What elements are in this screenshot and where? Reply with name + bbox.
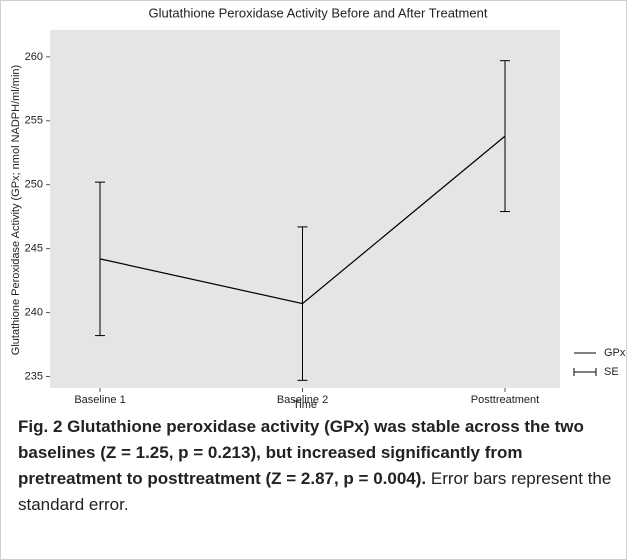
y-tick-label: 240 — [25, 306, 43, 318]
y-tick-label: 260 — [25, 51, 43, 63]
y-tick-label: 250 — [25, 179, 43, 191]
legend-label: GPx — [604, 347, 626, 359]
y-tick-label: 235 — [25, 370, 43, 382]
y-tick-label: 255 — [25, 115, 43, 127]
caption-bold: Fig. 2 Glutathione peroxidase activity (… — [18, 417, 584, 488]
x-tick-label: Baseline 2 — [277, 394, 328, 406]
y-tick-label: 245 — [25, 243, 43, 255]
y-axis-label: Glutathione Peroxidase Activity (GPx; nm… — [10, 65, 22, 355]
x-tick-label: Baseline 1 — [74, 394, 125, 406]
plot-panel — [50, 30, 560, 388]
caption: Fig. 2 Glutathione peroxidase activity (… — [18, 414, 618, 518]
chart-title: Glutathione Peroxidase Activity Before a… — [149, 5, 488, 20]
caption-text: Error bars represent the standard error. — [18, 469, 612, 514]
x-tick-label: Posttreatment — [471, 394, 539, 406]
chart: Glutathione Peroxidase Activity Before a… — [10, 5, 626, 411]
legend-label: SE — [604, 366, 619, 378]
x-axis-label: Time — [293, 399, 317, 411]
